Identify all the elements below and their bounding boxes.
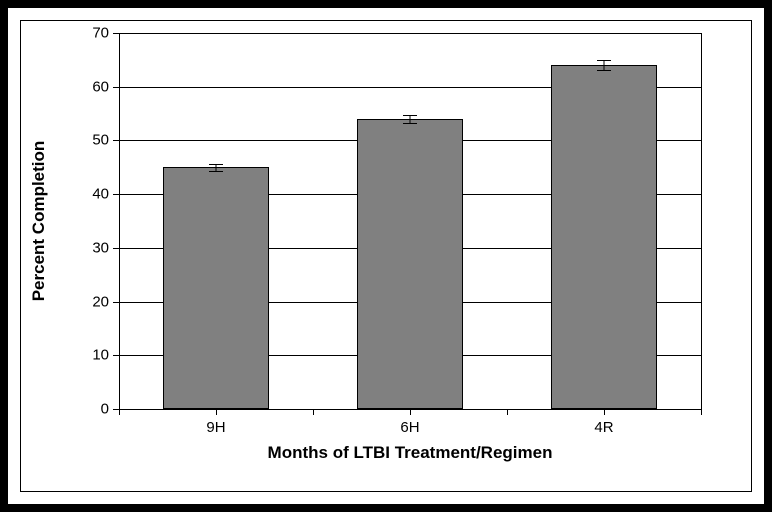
x-tick-minor [507,409,508,415]
x-tick [216,409,217,415]
error-cap [209,171,223,172]
y-tick [113,355,119,356]
chart-outer-frame: 0 10 20 30 40 50 60 70 9H 6H 4R Percent Completion M… [0,0,772,512]
x-tick-minor [313,409,314,415]
error-bar [410,115,411,123]
error-bar [216,164,217,172]
error-cap [597,70,611,71]
y-tick [113,140,119,141]
error-cap [209,164,223,165]
chart-inner-frame: 0 10 20 30 40 50 60 70 9H 6H 4R Percent Completion M… [20,20,752,492]
plot-border-top [119,33,701,34]
x-tick-minor [119,409,120,415]
bar [551,65,658,409]
y-tick-label: 0 [79,401,109,418]
y-tick-label: 30 [79,239,109,256]
x-tick-label: 9H [206,419,225,436]
x-tick [410,409,411,415]
y-tick [113,33,119,34]
y-tick-label: 20 [79,293,109,310]
x-tick [604,409,605,415]
error-cap [403,115,417,116]
y-tick-label: 50 [79,132,109,149]
y-tick [113,87,119,88]
plot-border-right [701,33,702,409]
bar [163,167,270,409]
y-tick-label: 40 [79,186,109,203]
x-tick-label: 4R [594,419,613,436]
y-axis-title: Percent Completion [29,141,49,302]
y-tick-label: 70 [79,25,109,42]
y-tick [113,248,119,249]
x-tick-minor [701,409,702,415]
error-bar [604,60,605,70]
bar [357,119,464,409]
y-tick-label: 10 [79,347,109,364]
x-axis-title: Months of LTBI Treatment/Regimen [268,443,553,463]
y-tick [113,302,119,303]
x-tick-label: 6H [400,419,419,436]
error-cap [597,60,611,61]
error-cap [403,123,417,124]
plot-border-left [119,33,120,409]
y-tick [113,194,119,195]
y-tick-label: 60 [79,78,109,95]
